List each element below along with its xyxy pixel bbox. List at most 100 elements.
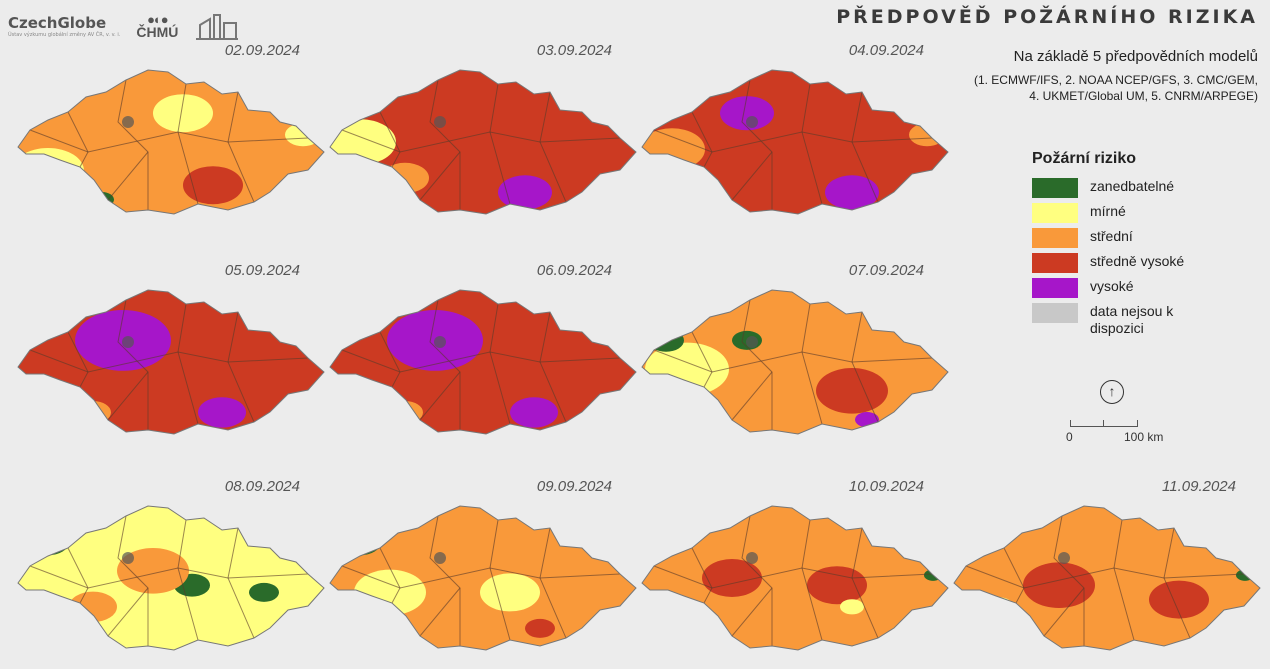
country-outline (329, 289, 637, 435)
map-date: 06.09.2024 (536, 262, 612, 279)
legend-label: zanedbatelné (1090, 178, 1175, 194)
region-boundary (107, 151, 149, 201)
region-boundary (117, 79, 149, 210)
region-boundary (653, 349, 933, 373)
map-date: 09.09.2024 (536, 478, 612, 495)
risk-area (720, 96, 774, 131)
risk-area (339, 528, 381, 556)
map-date: 02.09.2024 (224, 42, 300, 59)
city-marker (746, 116, 758, 128)
czechglobe-logo-text: CzechGlobe (8, 14, 107, 32)
risk-area (198, 397, 246, 428)
region-boundary (107, 587, 149, 637)
country-outline (641, 505, 949, 651)
region-boundary (1043, 587, 1085, 637)
region-boundary (741, 515, 773, 646)
risk-area (510, 397, 558, 428)
region-boundary (1053, 515, 1085, 646)
risk-area (153, 94, 213, 133)
legend-item: střední (1032, 228, 1200, 253)
legend-item: zanedbatelné (1032, 178, 1200, 203)
czechglobe-logo-subtext: Ústav výzkumu globální změny AV ČR, v. v… (8, 32, 121, 38)
legend-item: vysoké (1032, 278, 1200, 303)
czechglobe-logo: CzechGlobe Ústav výzkumu globální změny … (8, 14, 120, 38)
region-boundary (341, 349, 621, 373)
map-base-region (642, 70, 948, 214)
risk-area (807, 566, 867, 605)
country-outline (17, 69, 325, 215)
legend-label: střední (1090, 228, 1133, 244)
forecast-map: 05.09.2024 (8, 262, 326, 442)
forecast-map: 03.09.2024 (320, 42, 638, 222)
risk-area (909, 123, 945, 147)
risk-area (75, 401, 111, 424)
chmu-logo-text: ČHMÚ (136, 24, 179, 40)
legend-label: data nejsou k dispozici (1090, 303, 1174, 336)
risk-area (525, 618, 555, 638)
czech-map-shape (641, 289, 949, 435)
legend-swatch (1032, 178, 1078, 198)
legend-swatch (1032, 253, 1078, 273)
risk-area (387, 401, 423, 424)
region-boundary (429, 79, 461, 210)
forecast-map: 10.09.2024 (632, 478, 950, 658)
forecast-map: 02.09.2024 (8, 42, 326, 222)
region-boundary (429, 515, 461, 646)
chmu-logo-symbol-icon: ●◐● (147, 12, 169, 27)
country-outline (641, 289, 949, 435)
city-marker (434, 116, 446, 128)
model-list: (1. ECMWF/IFS, 2. NOAA NCEP/GFS, 3. CMC/… (938, 72, 1258, 104)
legend-label: mírné (1090, 203, 1126, 219)
region-boundary (419, 587, 461, 637)
risk-area (285, 123, 321, 147)
subtitle: Na základě 5 předpovědních modelů (1013, 48, 1258, 65)
region-boundary (107, 371, 149, 421)
city-marker (122, 552, 134, 564)
page-title: PŘEDPOVĚĎ POŽÁRNÍHO RIZIKA (836, 6, 1258, 28)
logos: CzechGlobe Ústav výzkumu globální změny … (8, 6, 240, 46)
map-base-region (954, 506, 1260, 650)
risk-area (825, 175, 879, 210)
legend-title: Požární riziko (1032, 150, 1137, 167)
risk-area (330, 119, 396, 165)
czech-map-shape (17, 289, 325, 435)
region-boundary (341, 129, 621, 153)
legend-item: středně vysoké (1032, 253, 1200, 278)
legend-items: zanedbatelné mírné střední středně vysoké vy… (1032, 178, 1200, 336)
map-date: 08.09.2024 (224, 478, 300, 495)
legend-swatch (1032, 278, 1078, 298)
risk-area (984, 597, 1014, 617)
czech-map-shape (17, 69, 325, 215)
czech-map-shape (641, 505, 949, 651)
country-outline (641, 69, 949, 215)
legend-item: data nejsou k dispozici (1032, 303, 1200, 336)
risk-area (498, 175, 552, 210)
region-boundary (731, 151, 773, 201)
map-base-region (330, 506, 636, 650)
region-boundary (731, 587, 773, 637)
legend-item: mírné (1032, 203, 1200, 228)
country-outline (17, 289, 325, 435)
risk-area (480, 573, 540, 612)
forecast-map: 08.09.2024 (8, 478, 326, 658)
risk-area (648, 329, 684, 352)
forecast-map: 06.09.2024 (320, 262, 638, 442)
city-marker (434, 336, 446, 348)
risk-area (645, 342, 729, 396)
region-boundary (731, 371, 773, 421)
region-boundary (117, 515, 149, 646)
risk-area (381, 162, 429, 194)
czech-map-shape (953, 505, 1261, 651)
czech-map-shape (641, 69, 949, 215)
czech-map-shape (329, 505, 637, 651)
risk-area (90, 192, 114, 208)
country-outline (329, 505, 637, 651)
risk-area (249, 582, 279, 602)
legend-swatch (1032, 303, 1078, 323)
region-boundary (653, 565, 933, 589)
legend-label: vysoké (1090, 278, 1134, 294)
map-base-region (18, 70, 324, 214)
scale-label-100km: 100 km (1124, 430, 1164, 444)
legend-swatch (1032, 228, 1078, 248)
forecast-map: 09.09.2024 (320, 478, 638, 658)
